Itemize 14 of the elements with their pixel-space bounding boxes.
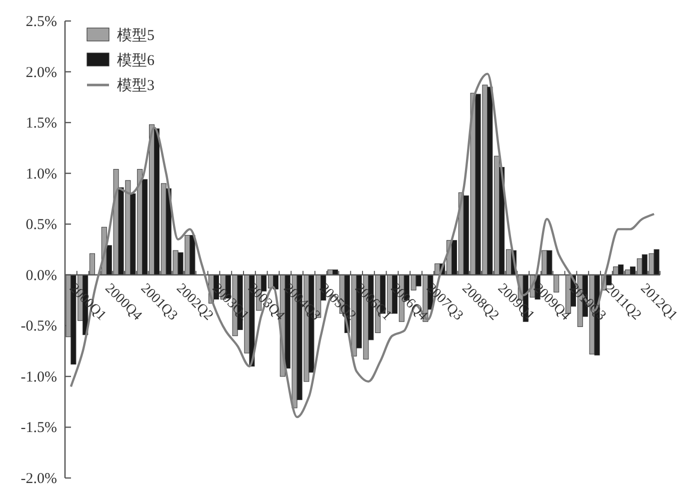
y-tick-label: 0.0% xyxy=(26,268,57,284)
y-tick-label: 1.5% xyxy=(26,116,57,132)
y-tick-label: 0.5% xyxy=(26,217,57,234)
legend-label: 模型5 xyxy=(117,27,154,44)
y-tick-label: -1.0% xyxy=(20,369,57,386)
legend-label: 模型3 xyxy=(117,77,154,94)
y-tick-label: 2.5% xyxy=(26,14,57,30)
y-tick-label: -1.5% xyxy=(20,420,57,436)
y-tick-label: 1.0% xyxy=(26,166,57,182)
y-tick-label: -2.0% xyxy=(20,471,57,487)
legend-label: 模型6 xyxy=(117,52,155,69)
y-tick-label: -0.5% xyxy=(20,318,57,335)
bar xyxy=(90,253,95,276)
y-tick-label: 2.0% xyxy=(26,64,57,81)
